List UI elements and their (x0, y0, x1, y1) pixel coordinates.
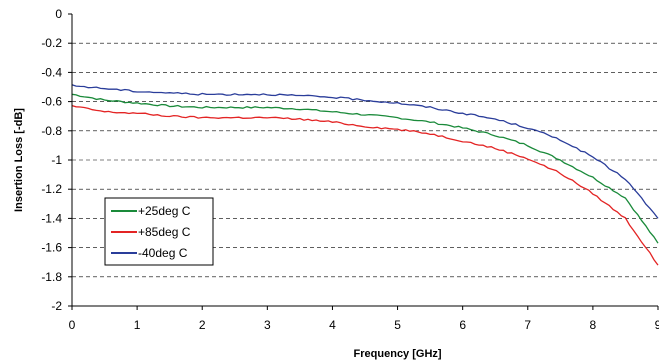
y-tick-label: -0.8 (41, 124, 62, 138)
x-tick-label: 2 (199, 318, 206, 332)
y-tick-label: -0.6 (41, 95, 62, 109)
y-tick-label: -1.4 (41, 211, 62, 225)
y-tick-label: -2 (51, 299, 62, 313)
y-axis-title: Insertion Loss [-dB] (13, 108, 25, 212)
y-tick-label: 0 (55, 7, 62, 21)
y-tick-labels: 0 -0.2 -0.4 -0.6 -0.8 -1 -1.2 -1.4 -1.6 -1.8 -2 (41, 7, 72, 313)
series-line (71, 93, 659, 244)
y-tick-label: -0.4 (41, 65, 62, 79)
y-tick-label: -1.6 (41, 241, 62, 255)
x-tick-label: 7 (524, 318, 531, 332)
x-tick-label: 9 (655, 318, 659, 332)
y-tick-label: -1.2 (41, 182, 62, 196)
x-tick-label: 0 (69, 318, 76, 332)
x-tick-label: 6 (459, 318, 466, 332)
legend-label: +85deg C (138, 225, 191, 239)
x-axis-title: Frequency [GHz] (354, 348, 442, 360)
x-tick-label: 3 (264, 318, 271, 332)
series-lines (71, 84, 659, 266)
legend: +25deg C +85deg C -40deg C (104, 197, 214, 266)
y-tick-label: -1 (51, 153, 62, 167)
x-tick-label: 4 (329, 318, 336, 332)
legend-label: +25deg C (138, 204, 191, 218)
y-tick-label: -1.8 (41, 270, 62, 284)
x-tick-label: 1 (134, 318, 141, 332)
x-tick-label: 8 (590, 318, 597, 332)
x-tick-labels: 0 1 2 3 4 5 6 7 8 9 (69, 306, 659, 332)
x-tick-label: 5 (394, 318, 401, 332)
legend-label: -40deg C (138, 246, 188, 260)
series-line (71, 104, 659, 266)
y-tick-label: -0.2 (41, 36, 62, 50)
series-line (71, 84, 659, 219)
